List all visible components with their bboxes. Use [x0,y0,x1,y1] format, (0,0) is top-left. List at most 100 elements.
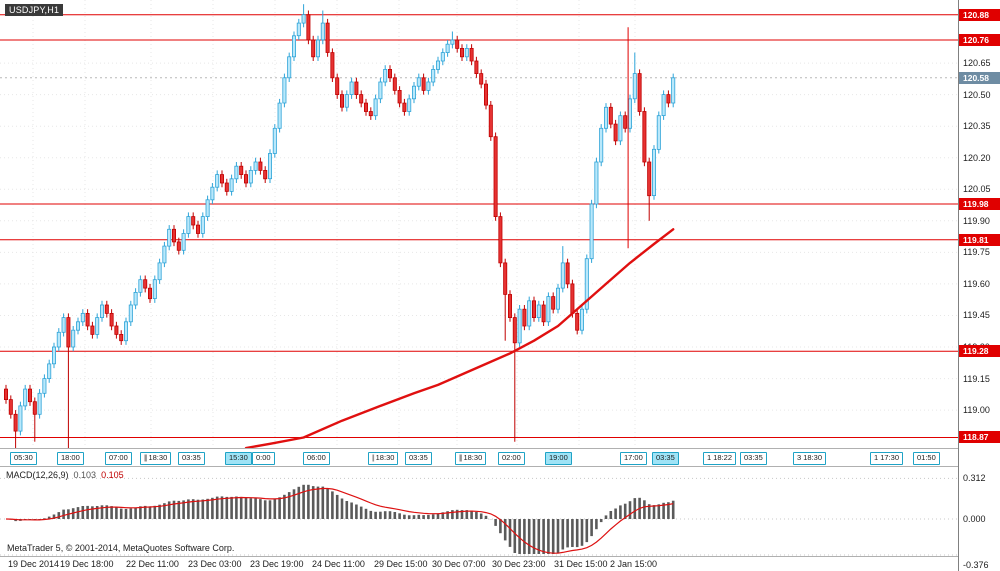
time-flag[interactable]: 17:00 [620,452,647,465]
candle [426,81,431,91]
candle [176,241,181,251]
candle [431,69,436,83]
time-flag[interactable]: 1 18:22 [703,452,737,465]
candle [95,317,100,335]
time-flag[interactable]: 15:30 [225,452,252,465]
price-chart[interactable]: USDJPY,H1 [0,0,958,448]
candle [671,77,676,104]
flag-time-label: 01:50 [917,453,936,462]
time-flag[interactable]: || 18:30 [368,452,399,465]
price-axis[interactable]: 120.65 120.50 120.35 120.20 120.05 119.90 119.… [958,0,1000,571]
price-level-badge: 118.87 [959,431,1000,444]
time-flag[interactable]: ||| 18:30 [140,452,172,465]
time-tick-label: 31 Dec 15:00 [554,559,608,569]
time-flag[interactable]: ||| 18:30 [455,452,487,465]
time-flag[interactable]: 18:00 [57,452,84,465]
candle [195,224,200,234]
time-flag[interactable]: 03:35 [740,452,767,465]
time-axis[interactable]: 19 Dec 2014 19 Dec 18:00 22 Dec 11:00 23 De… [0,557,958,571]
price-tick-label: 119.00 [963,405,990,416]
time-flag[interactable]: 05:30 [10,452,37,465]
time-flag[interactable]: 03:35 [178,452,205,465]
candle [210,186,215,201]
candle [85,312,90,327]
time-flag[interactable]: 19:00 [545,452,572,465]
candle [47,363,52,379]
flag-tick-marks: || [372,455,374,462]
candle [632,73,637,100]
time-flag[interactable]: 06:00 [303,452,330,465]
flag-time-label: 18:30 [463,453,483,462]
time-flag[interactable]: 03:35 [652,452,679,465]
time-flag[interactable]: 02:00 [498,452,525,465]
macd-canvas[interactable] [0,467,958,556]
candle [383,69,388,83]
candle [488,104,493,138]
time-tick-label: 19 Dec 18:00 [60,559,114,569]
candle [656,115,661,150]
candle [66,317,71,348]
candle [119,333,124,342]
flag-time-label: 06:00 [307,453,326,462]
time-flag[interactable]: 03:35 [405,452,432,465]
candle [320,22,325,41]
time-tick-label: 23 Dec 19:00 [250,559,304,569]
time-flag[interactable]: 1 17:30 [870,452,904,465]
time-tick-label: 24 Dec 11:00 [312,559,365,569]
time-flag[interactable]: 3 18:30 [793,452,827,465]
candle [599,127,604,163]
candle [493,136,498,217]
flag-time-label: 18:30 [375,453,395,462]
candle [642,111,647,163]
time-tick-label: 19 Dec 2014 [8,559,60,569]
candle [373,98,378,117]
candle [200,216,205,234]
time-flag[interactable]: 01:50 [913,452,940,465]
macd-signal-line [5,487,674,554]
time-flag[interactable]: 0:00 [252,452,275,465]
time-tick-label: 30 Dec 23:00 [492,559,546,569]
candle [498,216,503,264]
candle [368,111,373,117]
candle [253,161,258,171]
candle [339,94,344,108]
flag-tick-marks: ||| [144,455,148,462]
candle [594,161,599,205]
candle [440,52,445,62]
candle [138,279,143,293]
macd-indicator-panel[interactable]: MACD(12,26,9) 0.103 0.105 MetaTrader 5, © … [0,467,958,557]
time-flags-strip: 05:30 18:00 07:00 ||| 18:30 03:35 15:30 0:00 06:… [0,448,958,467]
candle [589,203,594,260]
time-tick-label: 30 Dec 07:00 [432,559,486,569]
candle [604,106,609,129]
candle [114,325,119,335]
flag-time-label: 03:35 [656,453,675,462]
candle [287,56,292,79]
candle [42,378,47,394]
candle [56,331,61,348]
candle [219,174,224,184]
symbol-timeframe-label: USDJPY,H1 [5,4,64,16]
candle [479,73,484,85]
price-tick-label: 119.45 [963,310,990,321]
candle [503,262,508,295]
candle [618,115,623,142]
candle [661,94,666,116]
macd-main-value: 0.103 [73,470,97,480]
candle [128,304,133,323]
time-flag[interactable]: 07:00 [105,452,132,465]
candlestick-canvas[interactable] [0,0,958,448]
candle [647,161,652,197]
price-tick-label: 120.50 [963,89,991,100]
candle [435,60,440,70]
price-level-badge: 120.88 [959,8,1000,21]
candle [291,35,296,58]
candle [224,182,229,192]
macd-scale-label: 0.312 [963,473,986,484]
candle [152,279,157,300]
candle [71,329,76,348]
candle [575,312,580,331]
price-tick-label: 119.15 [963,373,990,384]
candle [171,228,176,243]
